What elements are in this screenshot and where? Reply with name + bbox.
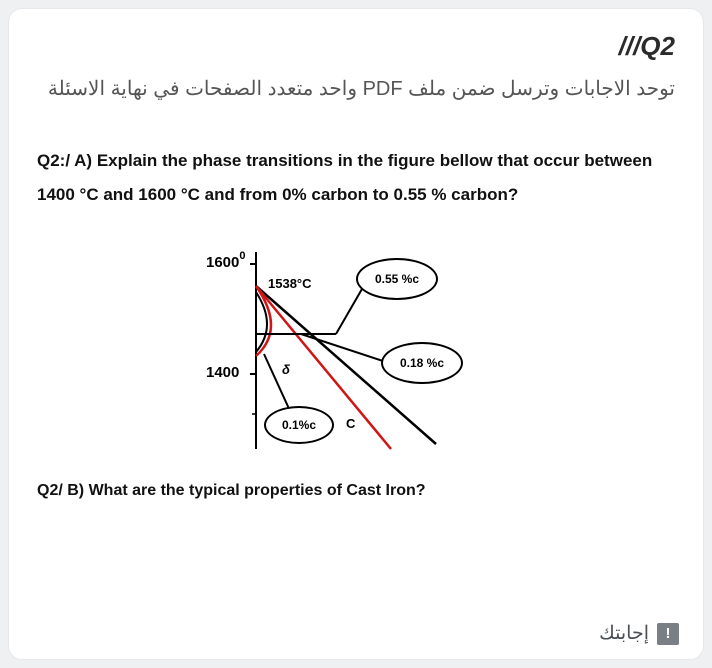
c-point-label: C [346, 416, 355, 431]
phase-diagram: 16000 1400 1538°C δ C 0.55 %c 0.18 %c 0.… [186, 234, 526, 464]
instruction-text: توحد الاجابات وترسل ضمن ملف PDF واحد متع… [37, 72, 675, 106]
question-b-text: Q2/ B) What are the typical properties o… [37, 482, 675, 500]
y-axis-1600: 16000 [206, 254, 246, 271]
question-number: ///Q2 [37, 31, 675, 62]
answer-section: ! إجابتك [599, 622, 679, 645]
question-a-text: Q2:/ A) Explain the phase transitions in… [37, 144, 675, 212]
callout-0-55: 0.55 %c [356, 258, 438, 300]
label-1538c: 1538°C [268, 276, 312, 291]
callout-0-1: 0.1%c [264, 406, 334, 444]
warning-icon: ! [657, 623, 679, 645]
phase-diagram-container: 16000 1400 1538°C δ C 0.55 %c 0.18 %c 0.… [37, 234, 675, 464]
y-axis-1400: 1400 [206, 364, 239, 381]
delta-label: δ [282, 362, 290, 377]
answer-label: إجابتك [599, 622, 649, 645]
callout-0-18: 0.18 %c [381, 342, 463, 384]
question-card: ///Q2 توحد الاجابات وترسل ضمن ملف PDF وا… [8, 8, 704, 660]
